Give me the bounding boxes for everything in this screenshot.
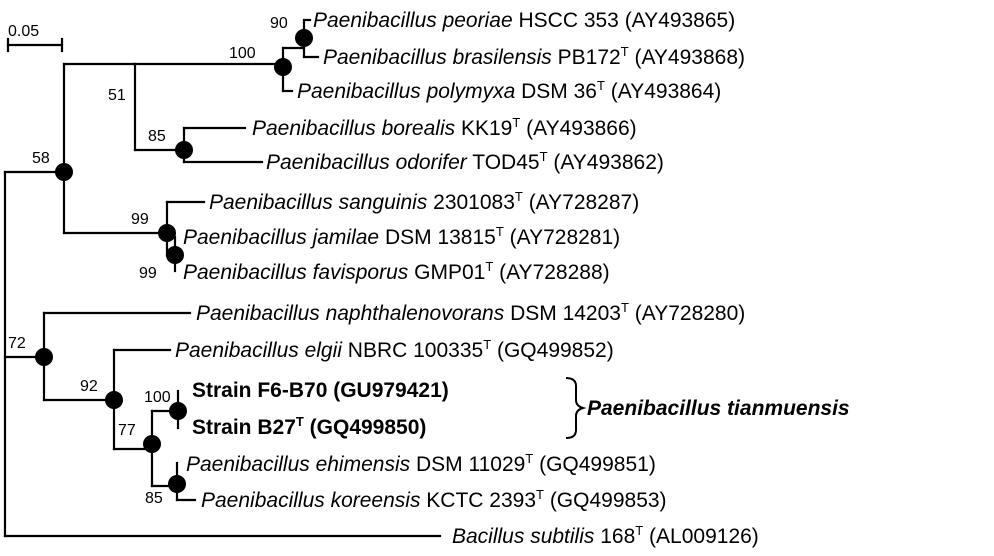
node-dot <box>158 224 176 242</box>
bootstrap-values: 90 100 51 85 58 99 99 72 92 100 77 85 <box>8 15 288 507</box>
node-dot <box>175 141 193 159</box>
node-dot <box>105 391 123 409</box>
taxon-label: Paenibacillus brasilensis PB172T (AY4938… <box>323 44 745 69</box>
taxon-label: Paenibacillus sanguinis 2301083T (AY7282… <box>209 189 639 214</box>
node-dot <box>143 435 161 453</box>
taxon-label: Paenibacillus ehimensis DSM 11029T (GQ49… <box>186 451 656 476</box>
taxon-label: Paenibacillus odorifer TOD45T (AY493862) <box>266 149 664 174</box>
bootstrap-value: 58 <box>32 150 50 167</box>
bootstrap-value: 85 <box>148 128 166 145</box>
scale-bar: 0.05 <box>6 23 64 53</box>
tree-nodes <box>35 29 313 493</box>
taxon-label: Paenibacillus favisporus GMP01T (AY72828… <box>183 259 610 284</box>
bootstrap-value: 92 <box>80 378 98 395</box>
taxon-label: Paenibacillus polymyxa DSM 36T (AY493864… <box>297 78 721 103</box>
taxon-label: Paenibacillus elgii NBRC 100335T (GQ4998… <box>175 337 614 362</box>
taxon-labels: Paenibacillus peoriae HSCC 353 (AY493865… <box>175 9 759 548</box>
node-dot <box>166 246 184 264</box>
bootstrap-value: 51 <box>108 87 126 104</box>
bootstrap-value: 99 <box>131 211 149 228</box>
bootstrap-value: 90 <box>270 15 288 32</box>
clade-bracket: Paenibacillus tianmuensis <box>565 377 850 439</box>
node-dot <box>35 348 53 366</box>
bootstrap-value: 99 <box>139 265 157 282</box>
node-dot <box>295 29 313 47</box>
strain-label: Strain F6-B70 (GU979421) <box>192 379 449 402</box>
taxon-label: Bacillus subtilis 168T (AL009126) <box>452 523 759 548</box>
taxon-label: Paenibacillus naphthalenovorans DSM 1420… <box>196 300 745 325</box>
taxon-label: Paenibacillus borealis KK19T (AY493866) <box>252 115 637 140</box>
node-dot <box>168 475 186 493</box>
node-dot <box>55 163 73 181</box>
bootstrap-value: 72 <box>8 335 26 352</box>
bootstrap-value: 85 <box>145 490 163 507</box>
node-dot <box>169 402 187 420</box>
bootstrap-value: 100 <box>229 45 256 62</box>
clade-label: Paenibacillus tianmuensis <box>587 397 850 420</box>
curly-brace <box>565 377 587 439</box>
bootstrap-value: 77 <box>118 422 136 439</box>
scale-bar-label: 0.05 <box>8 23 39 40</box>
bootstrap-value: 100 <box>144 389 171 406</box>
node-dot <box>274 58 292 76</box>
strain-label: Strain B27T (GQ499850) <box>192 414 426 439</box>
taxon-label: Paenibacillus peoriae HSCC 353 (AY493865… <box>313 9 735 32</box>
taxon-label: Paenibacillus jamilae DSM 13815T (AY7282… <box>183 224 620 249</box>
taxon-label: Paenibacillus koreensis KCTC 2393T (GQ49… <box>201 487 667 512</box>
